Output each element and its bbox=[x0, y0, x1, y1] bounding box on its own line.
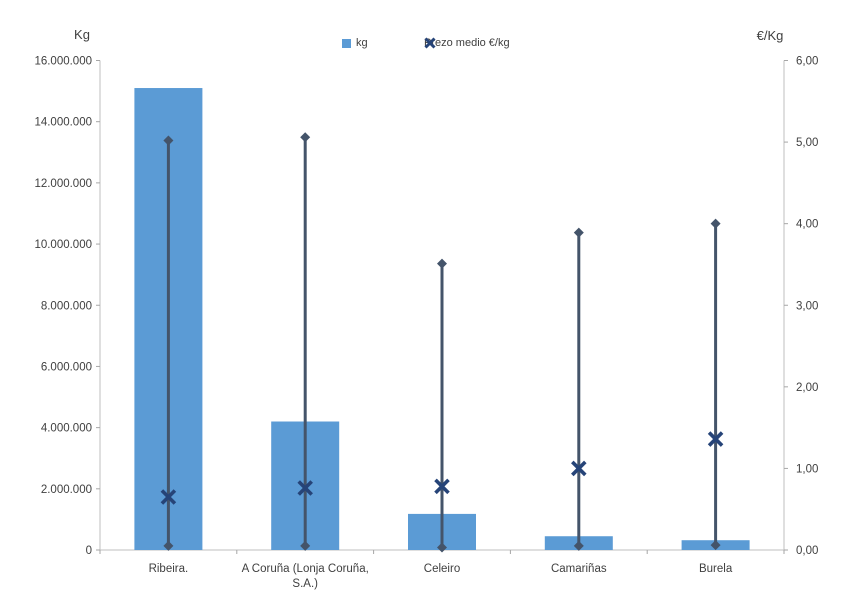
left-axis-tick-label: 14.000.000 bbox=[34, 117, 92, 129]
diamond-marker-icon bbox=[300, 132, 311, 143]
legend-label-prezo: Prezo medio €/kg bbox=[424, 37, 510, 49]
square-marker-icon bbox=[342, 38, 351, 48]
right-axis-tick-label: 6,00 bbox=[796, 56, 818, 68]
diamond-marker-icon bbox=[573, 227, 584, 238]
legend-item-prezo: Prezo medio €/kg bbox=[424, 37, 510, 49]
left-axis-tick-label: 16.000.000 bbox=[34, 56, 92, 68]
left-axis-tick-label: 6.000.000 bbox=[41, 361, 92, 373]
category-label: Ribeira. bbox=[148, 563, 189, 575]
left-axis-tick-label: 4.000.000 bbox=[41, 423, 92, 435]
right-axis-tick-label: 2,00 bbox=[796, 382, 818, 394]
x-marker-icon bbox=[297, 480, 313, 496]
legend-label-kg: kg bbox=[356, 37, 368, 49]
x-marker-icon bbox=[434, 478, 450, 495]
x-marker-icon bbox=[571, 460, 587, 477]
right-axis-tick-label: 5,00 bbox=[796, 137, 818, 149]
left-axis-title: Kg bbox=[74, 27, 90, 42]
category-label: Celeiro bbox=[423, 563, 461, 575]
x-marker-icon bbox=[424, 37, 436, 49]
right-axis-tick-label: 0,00 bbox=[796, 545, 818, 557]
left-axis-tick-label: 10.000.000 bbox=[34, 239, 92, 251]
right-axis-tick-label: 1,00 bbox=[796, 463, 818, 475]
right-axis-title: €/Kg bbox=[756, 28, 784, 43]
diamond-marker-icon bbox=[710, 540, 721, 551]
diamond-marker-icon bbox=[163, 540, 174, 551]
left-axis-tick-label: 0 bbox=[86, 545, 92, 557]
x-marker-icon bbox=[160, 489, 177, 505]
category-label: Camariñas bbox=[550, 563, 607, 575]
right-axis-tick-label: 4,00 bbox=[796, 219, 818, 231]
diamond-marker-icon bbox=[573, 540, 584, 551]
diamond-marker-icon bbox=[437, 542, 447, 553]
category-label: A Coruña (Lonja Coruña, S.A.) bbox=[241, 563, 369, 590]
x-marker-icon bbox=[707, 431, 724, 447]
diamond-marker-icon bbox=[163, 135, 174, 146]
diamond-marker-icon bbox=[300, 540, 311, 551]
diamond-marker-icon bbox=[437, 258, 447, 269]
left-axis-tick-label: 8.000.000 bbox=[41, 300, 92, 312]
legend-item-kg: kg bbox=[342, 37, 368, 49]
left-axis-tick-label: 2.000.000 bbox=[41, 484, 92, 496]
left-axis-tick-label: 12.000.000 bbox=[34, 178, 92, 190]
right-axis-tick-label: 3,00 bbox=[796, 300, 818, 312]
category-label: Burela bbox=[698, 563, 733, 575]
diamond-marker-icon bbox=[710, 218, 721, 229]
